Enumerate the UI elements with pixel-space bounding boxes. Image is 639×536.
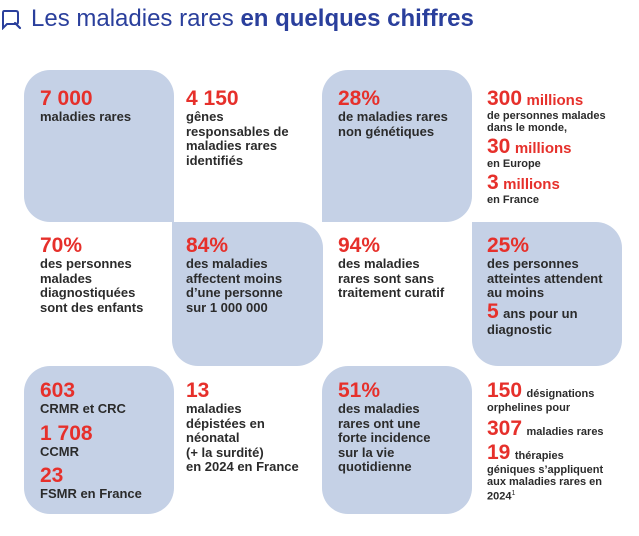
stat-forte-incidence: 51% des maladies rares ont une forte inc… <box>338 379 431 474</box>
stat-personnes: 300 millions de personnes malades dans l… <box>487 87 606 207</box>
stat-maladies-rares: 7 000 maladies rares <box>40 87 132 124</box>
blob-mid-1 <box>172 222 323 366</box>
stat-centres: 603 CRMR et CRC 1 708 CCMR 23 FSMR en Fr… <box>40 379 142 501</box>
search-bubble-icon <box>1 10 22 30</box>
stat-diagnostic: 25% des personnes atteintes attendent au… <box>487 234 603 337</box>
blob-top-left <box>24 70 174 222</box>
blob-top-mid <box>322 70 472 222</box>
blob-bottom-mid <box>322 366 472 514</box>
blob-bottom-left <box>24 366 174 514</box>
stat-non-genetiques: 28% de maladies rares non génétiques <box>338 87 448 139</box>
page-title: Les maladies rares en quelques chiffres <box>31 5 474 32</box>
stat-affectent: 84% des maladies affectent moins d’une p… <box>186 234 283 315</box>
blob-mid-2 <box>472 222 622 366</box>
stat-enfants: 70% des personnes malades diagnostiquées… <box>40 234 144 315</box>
stat-orphelines: 150 désignations orphelines pour 307 mal… <box>487 379 604 503</box>
stat-sans-traitement: 94% des maladies rares sont sans traitem… <box>338 234 445 300</box>
stat-depistees: 13 maladies dépistées en néonatal (+ la … <box>186 379 299 474</box>
stat-genes: 4 150 gênes responsables de maladies rar… <box>186 87 289 168</box>
